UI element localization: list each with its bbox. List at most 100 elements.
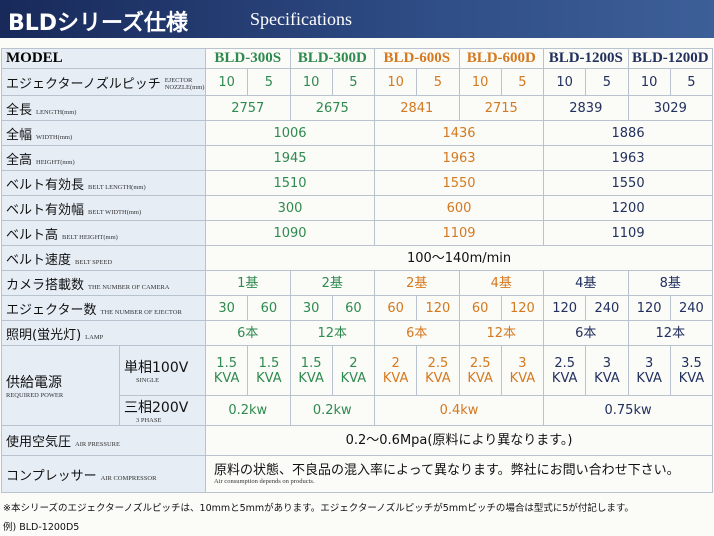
value: 1510 (273, 175, 307, 191)
note: Air consumption depends on products. (214, 478, 315, 485)
row-label: ベルト高 BELT HEIGHT(mm) (0, 220, 207, 246)
value: 2 KVA (382, 355, 409, 386)
value: 10 (471, 74, 489, 90)
value-cell: 3 KVA (585, 345, 629, 396)
value: 2757 (231, 100, 265, 116)
value-cell: 10 (205, 68, 249, 96)
value-cell: 5 (331, 68, 376, 96)
value: 1200 (611, 200, 645, 216)
label-jp: 全高 (6, 152, 33, 168)
value: 4基 (490, 275, 512, 291)
value: 3 KVA (636, 355, 662, 386)
value-cell: 10 (543, 68, 587, 96)
value: 5 (349, 74, 358, 90)
table-row: エジェクターノズルピッチ EJECTOR NOZZLE(mm) 10 5 10 5 10 5 1… (0, 68, 714, 96)
value-cell: 240 (669, 295, 714, 321)
value: 10 (387, 74, 404, 90)
value-cell: 6本 (374, 320, 460, 346)
value-cell: 5 (247, 68, 291, 96)
value-cell: 5 (500, 68, 545, 96)
model-cell: BLD-600D (458, 48, 545, 69)
value: 6本 (575, 325, 597, 341)
row-label: カメラ搭載数 THE NUMBER OF CAMERA (0, 270, 207, 296)
value-cell: 0.75kw (543, 395, 714, 426)
value-cell: 10 (289, 68, 333, 96)
label-en: REQUIRED POWER (6, 392, 64, 399)
value: 原料の状態、不良品の混入率によって異なります。弊社にお問い合わせ下さい。 (214, 463, 680, 478)
value: 600 (446, 200, 472, 216)
value: 60 (471, 300, 489, 316)
value-cell: 60 (331, 295, 376, 321)
title-bar: BLDシリーズ仕様 Specifications (0, 0, 714, 38)
value-cell: 0.2kw (205, 395, 291, 426)
value-cell: 1.5 KVA (205, 345, 249, 396)
value: 100～140m/min (406, 250, 512, 266)
model-cell: BLD-300S (205, 48, 291, 69)
value: 1基 (237, 275, 259, 291)
value: 1550 (442, 175, 476, 191)
value-cell: 2 KVA (331, 345, 376, 396)
value-cell: 120 (627, 295, 671, 321)
value-cell: 6本 (205, 320, 291, 346)
value: 1945 (273, 150, 307, 166)
value: 2.5 KVA (425, 355, 451, 386)
value-cell: 2.5 KVA (458, 345, 502, 396)
value-cell: 0.4kw (374, 395, 545, 426)
value: 1963 (442, 150, 476, 166)
row-label: ベルト有効幅 BELT WIDTH(mm) (0, 195, 207, 221)
value-cell: 1945 (205, 145, 376, 171)
label-en: AIR PRESSURE (75, 441, 120, 448)
value-cell: 0.2kw (289, 395, 376, 426)
value: 3 KVA (594, 355, 620, 386)
table-row: 三相200V 3 PHASE 0.2kw 0.2kw 0.4kw 0.75kw (2, 395, 714, 426)
value-cell: 2757 (205, 95, 291, 121)
label-en: EJECTOR NOZZLE(mm) (164, 77, 205, 91)
value-cell: 2基 (374, 270, 460, 296)
label-jp: 全長 (6, 102, 33, 118)
model-name: BLD-1200S (548, 50, 623, 66)
value-cell: 1.5 KVA (247, 345, 291, 396)
table-row: 照明(蛍光灯) LAMP 6本 12本 6本 12本 6本 12本 (0, 320, 714, 346)
value-cell: 1963 (374, 145, 545, 171)
value-cell: 1200 (543, 195, 714, 221)
power-sub-label: 単相100V SINGLE (118, 345, 207, 396)
value-cell: 1550 (543, 170, 714, 196)
value-cell: 0.2～0.6Mpa(原料により異なります。) (205, 425, 714, 456)
label-en: LAMP (85, 333, 104, 341)
value-cell: 120 (500, 295, 545, 321)
value-cell: 1510 (205, 170, 376, 196)
value: 2841 (400, 100, 434, 116)
value-cell: 240 (585, 295, 629, 321)
value: 2基 (321, 275, 343, 291)
row-label: コンプレッサー AIR COMPRESSOR (0, 455, 207, 493)
value: 0.2～0.6Mpa(原料により異なります。) (345, 433, 573, 448)
value-cell: 1550 (374, 170, 545, 196)
footnote: 例) BLD-1200D5 (3, 522, 80, 533)
table-row: 供給電源 REQUIRED POWER 単相100V SINGLE 1.5 KVA 1.5… (1, 345, 714, 426)
row-label: 全長 LENGTH(mm) (0, 95, 207, 121)
value: 12本 (486, 325, 517, 341)
value-cell: 120 (543, 295, 587, 321)
label-en: HEIGHT(mm) (36, 158, 75, 166)
table-row: ベルト有効長 BELT LENGTH(mm) 1510 1550 1550 (0, 170, 714, 196)
value: 12本 (317, 325, 348, 341)
table-row: ベルト有効幅 BELT WIDTH(mm) 300 600 1200 (0, 195, 714, 221)
label-jp: コンプレッサー (6, 468, 97, 484)
model-name: BLD-1200D (631, 50, 709, 66)
model-cell: BLD-300D (289, 48, 376, 69)
value: 5 (687, 74, 696, 90)
value-cell: 5 (585, 68, 629, 96)
value: 10 (556, 74, 573, 90)
label-en: WIDTH(mm) (36, 133, 73, 141)
value: 10 (302, 74, 320, 90)
value: 2基 (406, 275, 428, 291)
value-cell: 1109 (374, 220, 545, 246)
label-en: LENGTH(mm) (36, 108, 77, 116)
row-label: エジェクター数 THE NUMBER OF EJECTOR (0, 295, 207, 321)
value-cell: 3 KVA (500, 345, 545, 396)
value: 2675 (315, 100, 349, 116)
value-cell: 30 (205, 295, 249, 321)
value-cell: 10 (374, 68, 418, 96)
value: 12本 (655, 325, 686, 341)
value: 5 (264, 74, 274, 90)
